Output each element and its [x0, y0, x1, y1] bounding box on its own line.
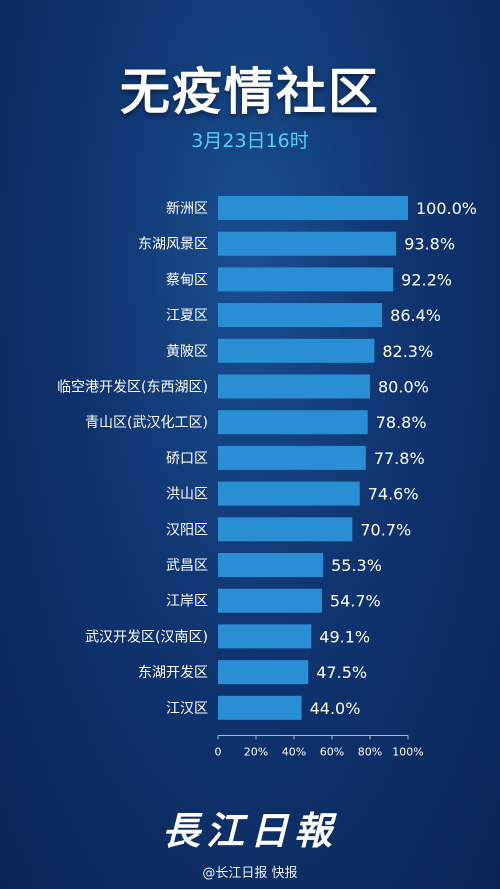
value-label: 93.8%	[404, 235, 455, 254]
value-label: 70.7%	[360, 520, 411, 539]
bar	[218, 695, 302, 720]
x-tick-label: 80%	[358, 746, 382, 759]
value-label: 80.0%	[378, 378, 429, 397]
value-label: 77.8%	[374, 449, 425, 468]
bar	[218, 338, 375, 363]
category-label: 临空港开发区(东西湖区)	[57, 380, 208, 396]
bar	[218, 588, 322, 613]
chart-title: 无疫情社区	[120, 63, 380, 121]
bar	[218, 660, 309, 685]
value-label: 92.2%	[401, 270, 452, 289]
category-label: 硚口区	[166, 451, 208, 467]
bar	[218, 410, 368, 435]
category-label: 新洲区	[166, 201, 208, 217]
category-label: 东湖风景区	[138, 237, 208, 253]
category-label: 武昌区	[166, 558, 208, 574]
category-label: 东湖开发区	[138, 665, 208, 681]
bar-chart: 新洲区 100.0% 东湖风景区 93.8% 蔡甸区 92.2% 江夏区 86.4% 黄陂区 82…	[57, 196, 477, 759]
x-tick-label: 20%	[244, 746, 268, 759]
bar	[218, 517, 353, 542]
bar	[218, 231, 397, 256]
category-label: 蔡甸区	[166, 272, 208, 288]
bar	[218, 196, 408, 220]
value-label: 78.8%	[376, 413, 427, 432]
newspaper-logo: 長江日報	[161, 808, 338, 853]
category-label: 江岸区	[166, 594, 208, 610]
category-label: 汉阳区	[166, 522, 208, 538]
x-tick-label: 40%	[282, 746, 306, 759]
value-label: 47.5%	[316, 663, 367, 682]
bar	[218, 267, 394, 292]
bar	[218, 553, 324, 577]
value-label: 55.3%	[331, 556, 382, 575]
bar	[218, 481, 360, 506]
category-label: 洪山区	[166, 487, 208, 503]
bar	[218, 624, 312, 649]
category-label: 黄陂区	[166, 343, 208, 360]
bar	[218, 303, 383, 328]
bar	[218, 445, 366, 470]
source-credit: @长江日报 快报	[202, 866, 298, 881]
category-label: 武汉开发区(汉南区)	[85, 629, 208, 645]
value-label: 49.1%	[319, 627, 370, 646]
chart-subtitle: 3月23日16时	[191, 130, 309, 152]
x-tick-label: 100%	[392, 746, 423, 759]
x-tick-label: 60%	[320, 746, 344, 759]
value-label: 74.6%	[368, 485, 419, 504]
x-tick-label: 0	[215, 746, 222, 759]
value-label: 82.3%	[382, 342, 433, 361]
value-label: 100.0%	[416, 199, 477, 218]
category-label: 江夏区	[166, 308, 208, 324]
category-label: 江汉区	[166, 701, 208, 717]
bar	[218, 374, 370, 399]
value-label: 44.0%	[310, 699, 361, 718]
category-label: 青山区(武汉化工区)	[85, 415, 208, 431]
value-label: 86.4%	[390, 306, 441, 325]
value-label: 54.7%	[330, 592, 381, 611]
